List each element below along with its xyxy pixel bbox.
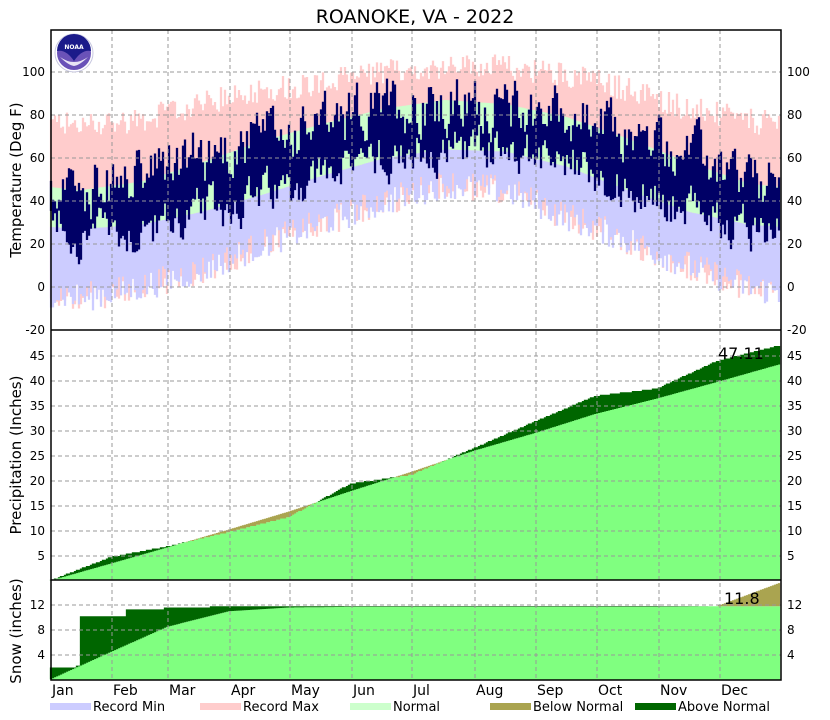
temp-tick-label: 20 [30,237,45,251]
grid-lines [51,30,781,680]
precip-tick-label: 35 [30,399,45,413]
svg-text:NOAA: NOAA [64,44,84,51]
temp-tick-label: 80 [787,108,802,122]
legend-swatch [490,703,531,710]
precip-tick-label: 5 [37,549,45,563]
legend-item: Below Normal [490,700,623,715]
month-label-jan: Jan [51,683,74,699]
month-label-aug: Aug [476,683,503,699]
plot-frame [50,29,782,681]
month-label-apr: Apr [231,683,255,699]
temp-tick-label: 60 [787,151,802,165]
precip-tick-label: 35 [787,399,802,413]
temp-tick-label: 40 [30,194,45,208]
snow-tick-label: 12 [787,598,802,612]
month-label-dec: Dec [721,683,748,699]
snow-total-annotation: 11.8 [724,589,760,608]
legend-label: Above Normal [678,700,770,715]
month-label-feb: Feb [113,683,138,699]
legend-item: Above Normal [635,700,770,715]
temp-tick-label: -20 [787,323,807,337]
month-label-mar: Mar [169,683,196,699]
legend-label: Below Normal [533,700,623,715]
temp-tick-label: 100 [22,65,45,79]
x-axis-month-labels: Jan Feb Mar Apr May Jun Jul Aug Sep Oct Nov Dec [51,683,748,699]
precip-tick-label: 30 [30,424,45,438]
temp-tick-label: 40 [787,194,802,208]
temp-tick-label: 80 [30,108,45,122]
precip-tick-label: 25 [30,449,45,463]
precip-tick-label: 15 [30,499,45,513]
noaa-logo-icon: NOAA [54,33,94,73]
snow-tick-label: 8 [787,623,795,637]
legend-swatch [350,703,391,710]
temp-y-axis-label: Temperature (Deg F) [7,102,25,258]
temperature-panel [49,54,781,311]
legend-item: Record Min [50,700,165,715]
month-label-sep: Sep [537,683,564,699]
temp-tick-label: 0 [787,280,795,294]
temp-tick-label: 20 [787,237,802,251]
precip-tick-label: 40 [787,374,802,388]
legend-label: Record Min [93,700,165,715]
snow-panel [49,583,781,680]
legend-swatch [50,703,91,710]
month-label-nov: Nov [660,683,687,699]
snow-tick-label: 12 [30,598,45,612]
month-label-jun: Jun [352,683,375,699]
legend-swatch [200,703,241,710]
temp-tick-label: 100 [787,65,810,79]
precip-tick-label: 5 [787,549,795,563]
precip-tick-label: 45 [30,349,45,363]
precip-total-annotation: 47.11 [718,344,764,363]
snow-y-axis-label: Snow (inches) [7,578,25,683]
precip-tick-label: 10 [30,524,45,538]
snow-tick-label: 8 [37,623,45,637]
legend-item: Normal [350,700,440,715]
legend-label: Record Max [243,700,319,715]
precip-tick-label: 20 [787,474,802,488]
chart-title: ROANOKE, VA - 2022 [315,6,515,28]
precip-tick-label: 30 [787,424,802,438]
legend-item: Record Max [200,700,319,715]
temp-tick-label: 0 [37,280,45,294]
snow-tick-label: 4 [37,648,45,662]
month-label-may: May [291,683,320,699]
legend-label: Normal [393,700,440,715]
legend: Record Min Record Max Normal Below Normal Ab… [50,700,770,715]
precip-tick-label: 15 [787,499,802,513]
month-label-oct: Oct [598,683,623,699]
precip-tick-label: 10 [787,524,802,538]
precip-tick-label: 45 [787,349,802,363]
precip-y-axis-label: Precipitation (Inches) [7,376,25,535]
temp-tick-label: -20 [25,323,45,337]
snow-tick-label: 4 [787,648,795,662]
temp-tick-label: 60 [30,151,45,165]
legend-swatch [635,703,676,710]
precip-tick-label: 20 [30,474,45,488]
precip-tick-label: 40 [30,374,45,388]
precip-tick-label: 25 [787,449,802,463]
month-label-jul: Jul [412,683,430,699]
